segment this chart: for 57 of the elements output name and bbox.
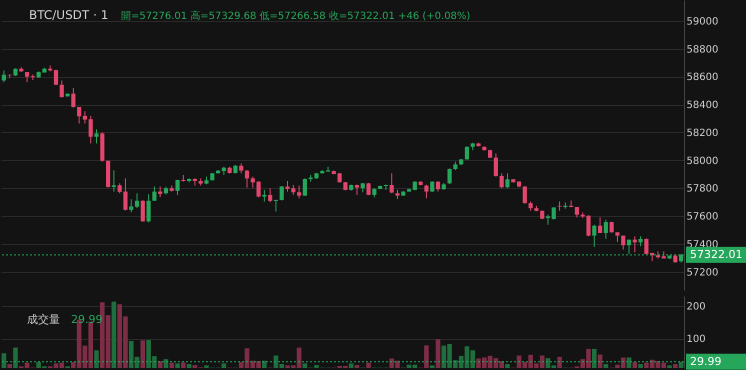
candlestick (464, 146, 470, 160)
ref-line-label: 57322.01 (690, 248, 742, 261)
candlestick (592, 224, 596, 248)
candlestick (244, 170, 250, 188)
candlestick (505, 172, 510, 189)
candlestick (604, 219, 608, 240)
y-tick-label: 100 (686, 334, 706, 346)
y-tick-label: 58200 (686, 128, 718, 139)
candlestick (390, 172, 394, 194)
candlestick (366, 182, 371, 196)
candlestick (632, 236, 637, 253)
annotation: 開=57276.01 高=57329.68 低=57266.58 收=57322.01 +46 (+0.08%) (121, 10, 470, 22)
candlestick (60, 80, 64, 98)
y-tick-label: 58800 (686, 44, 718, 56)
ref-line-label: 29.99 (690, 354, 722, 368)
candlestick (24, 72, 30, 83)
candlestick (94, 128, 99, 144)
candlestick (268, 188, 272, 203)
candlestick (123, 178, 128, 212)
y-tick-label: 58400 (686, 100, 718, 112)
candlestick (175, 179, 180, 196)
candlestick (424, 184, 429, 199)
y-tick-label: 59000 (686, 16, 718, 28)
candlestick (239, 162, 244, 174)
candlestick (500, 172, 504, 189)
text: 成交量 (27, 313, 60, 326)
candlestick (621, 235, 626, 250)
candlestick (360, 182, 365, 193)
candlestick (158, 186, 162, 198)
candlestick (354, 184, 360, 196)
candlestick (302, 178, 307, 196)
candlestick (574, 206, 580, 218)
y-tick-label: 57200 (686, 267, 718, 278)
candlestick (280, 185, 284, 201)
y-tick-label: 58000 (686, 156, 718, 167)
y-tick-label: 200 (686, 301, 706, 312)
candlestick (77, 106, 82, 124)
candlestick (395, 189, 400, 200)
candlestick (2, 70, 6, 83)
text: BTC/USDT · 1 (29, 8, 108, 22)
candlestick (372, 188, 376, 198)
candlestick (522, 186, 527, 204)
candlestick (274, 199, 278, 212)
candlestick (140, 200, 145, 222)
y-tick-label: 58600 (686, 72, 718, 84)
candlestick (638, 236, 643, 247)
candlestick (71, 87, 76, 108)
candlestick (528, 200, 533, 212)
candlestick (598, 216, 602, 234)
candlestick (118, 182, 122, 194)
candlestick (152, 186, 156, 202)
y-tick-label: 57600 (686, 212, 718, 223)
candlestick (626, 239, 632, 254)
candlestick (447, 168, 452, 185)
candlestick (494, 152, 498, 178)
candlestick (146, 194, 151, 223)
y-tick-label: 57800 (686, 184, 718, 195)
